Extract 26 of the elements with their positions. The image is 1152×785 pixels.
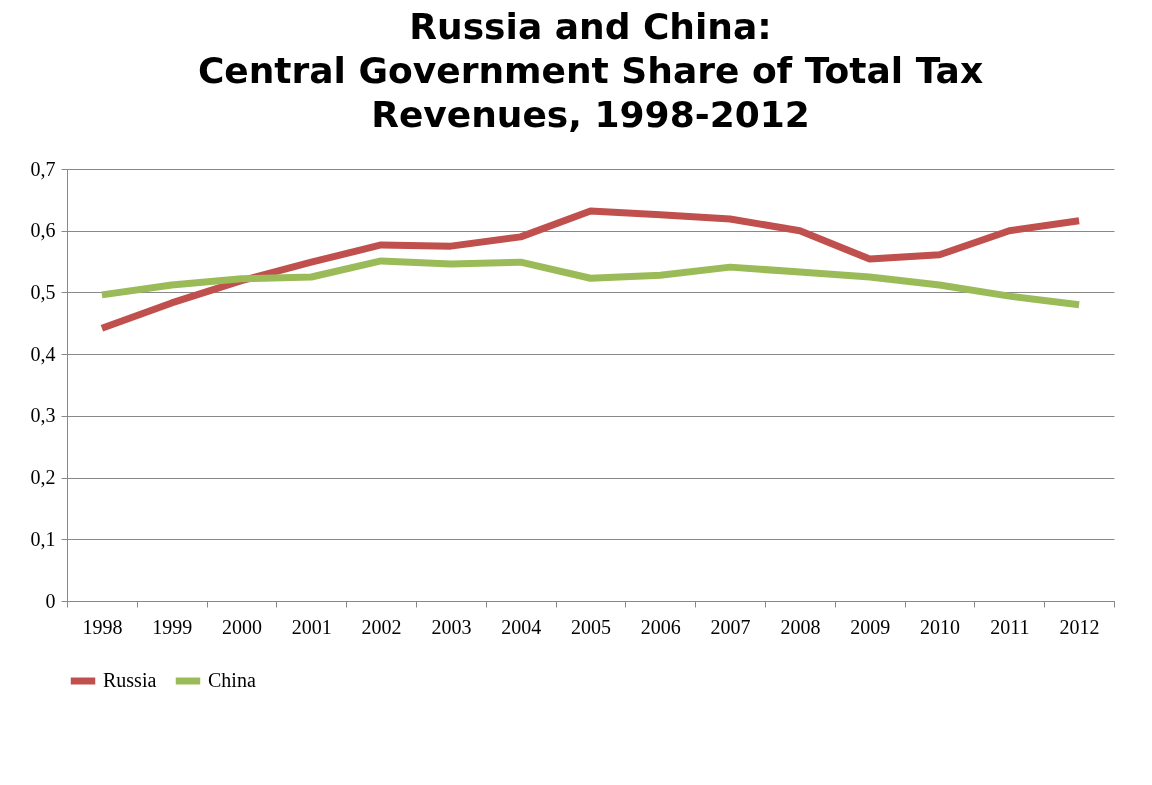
y-tick-label: 0,1 bbox=[30, 527, 56, 550]
x-tick-label: 2008 bbox=[780, 615, 821, 638]
x-tick-label: 2010 bbox=[920, 615, 960, 638]
x-tick-label: 2012 bbox=[1059, 615, 1100, 638]
x-tick-label: 2006 bbox=[640, 615, 681, 638]
x-tick-label: 2005 bbox=[571, 615, 611, 638]
y-tick-label: 0,6 bbox=[30, 219, 56, 242]
x-tick-label: 1999 bbox=[152, 615, 193, 638]
chart-title: Russia and China: Central Government Share of Total Tax Revenues, 1998-2012 bbox=[197, 6, 984, 135]
x-tick-label: 2000 bbox=[222, 615, 262, 638]
x-tick-label: 2002 bbox=[361, 615, 402, 638]
x-tick-label: 2003 bbox=[431, 615, 472, 638]
x-tick-label: 2009 bbox=[850, 615, 891, 638]
legend-label: Russia bbox=[103, 669, 157, 691]
legend-label: China bbox=[208, 669, 256, 691]
y-tick-label: 0 bbox=[45, 589, 56, 612]
y-tick-label: 0,5 bbox=[30, 280, 56, 303]
x-tick-label: 2007 bbox=[710, 615, 751, 638]
y-tick-label: 0,2 bbox=[30, 466, 56, 489]
x-tick-label: 2004 bbox=[501, 615, 542, 638]
y-tick-label: 0,3 bbox=[30, 404, 56, 427]
x-tick-label: 2001 bbox=[291, 615, 332, 638]
x-tick-label: 1998 bbox=[82, 615, 123, 638]
y-tick-label: 0,7 bbox=[30, 157, 56, 180]
y-tick-label: 0,4 bbox=[30, 342, 56, 365]
x-tick-label: 2011 bbox=[990, 615, 1030, 638]
